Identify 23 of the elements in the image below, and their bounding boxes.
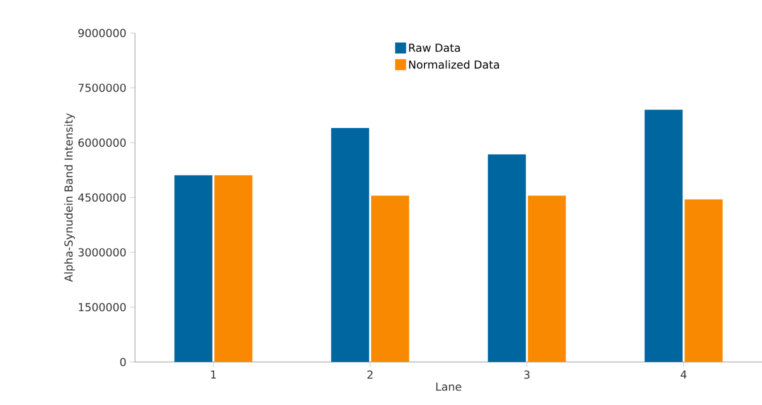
bar bbox=[214, 175, 252, 362]
x-tick-label: 4 bbox=[680, 370, 686, 379]
x-tick-label: 1 bbox=[211, 370, 216, 379]
bar bbox=[644, 110, 683, 362]
y-tick-label: 1500000 bbox=[78, 303, 126, 312]
x-tick-label: 3 bbox=[524, 370, 530, 379]
y-tick-label: 6000000 bbox=[78, 138, 126, 147]
y-tick-label: 0 bbox=[120, 358, 126, 366]
y-axis-title: Alpha-Synudein Band Intensity bbox=[64, 113, 75, 282]
legend-label: Normalized Data bbox=[409, 60, 499, 69]
bar bbox=[528, 196, 566, 362]
legend-label: Raw Data bbox=[409, 44, 460, 52]
y-tick-label: 3000000 bbox=[78, 248, 126, 256]
bar bbox=[331, 128, 370, 362]
y-tick-label: 4500000 bbox=[78, 193, 126, 202]
x-axis-title: Lane bbox=[436, 382, 462, 391]
bar bbox=[684, 199, 723, 362]
y-tick-label: 7500000 bbox=[78, 84, 126, 92]
x-tick-label: 2 bbox=[367, 370, 373, 379]
bar bbox=[488, 154, 526, 362]
bar bbox=[174, 175, 212, 362]
bar bbox=[371, 196, 410, 362]
y-tick-label: 9000000 bbox=[78, 28, 126, 38]
